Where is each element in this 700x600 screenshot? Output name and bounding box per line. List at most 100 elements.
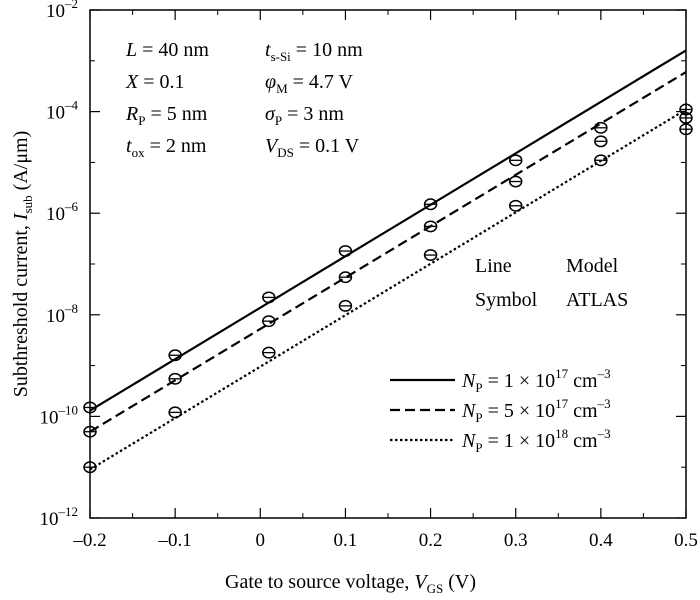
atlas-marker <box>262 315 276 328</box>
atlas-marker <box>508 175 523 188</box>
legend-subscript: P <box>475 410 482 425</box>
y-tick-exponent: –12 <box>58 504 79 519</box>
parameter-symbol: V <box>265 135 280 157</box>
y-tick-exponent: –8 <box>64 301 78 316</box>
x-tick-label: 0.2 <box>419 530 443 551</box>
atlas-marker <box>262 291 276 304</box>
parameter-text: VDS = 0.1 V <box>265 135 360 160</box>
parameter-symbol: σ <box>265 103 276 125</box>
legend-symbol: N <box>461 400 477 422</box>
atlas-marker <box>594 121 608 134</box>
atlas-marker <box>423 198 438 211</box>
y-tick-label: 10–4 <box>46 98 79 124</box>
parameter-symbol: φ <box>265 71 276 93</box>
legend-unit: cm <box>568 400 598 422</box>
y-tick-base: 10 <box>46 1 65 22</box>
parameter-symbol: L <box>125 39 137 61</box>
parameter-subscript: P <box>275 113 282 128</box>
parameter-subscript: P <box>138 113 145 128</box>
series-markers <box>83 103 693 474</box>
atlas-marker <box>594 135 608 148</box>
parameter-value: = 40 nm <box>137 39 209 61</box>
legend-subscript: P <box>475 380 482 395</box>
atlas-marker <box>83 461 97 474</box>
parameter-value: = 5 nm <box>145 103 207 125</box>
legend-symbol: N <box>461 370 477 392</box>
atlas-marker <box>679 111 693 124</box>
parameter-symbol: t <box>126 135 132 157</box>
x-tick-label: –0.2 <box>72 530 106 551</box>
y-tick-base: 10 <box>46 204 65 225</box>
legend-exponent: 18 <box>555 426 568 441</box>
y-tick-base: 10 <box>46 103 65 124</box>
parameter-block: L = 40 nm ts-Si = 10 nmX = 0.1 φM = 4.7 VR… <box>125 39 363 160</box>
key-symbol-label: Symbol <box>475 289 538 311</box>
x-tick-label: –0.1 <box>158 530 192 551</box>
key-model-label: Model <box>566 255 619 277</box>
atlas-marker <box>168 372 182 385</box>
legend-unit-exponent: –3 <box>597 396 611 411</box>
parameter-subscript: DS <box>277 145 294 160</box>
legend-symbol: N <box>461 430 477 452</box>
x-axis-label-text: Gate to source voltage, <box>225 571 414 593</box>
parameter-value: = 0.1 <box>138 71 184 93</box>
atlas-marker <box>508 199 523 212</box>
y-tick-label: 10–2 <box>46 0 78 22</box>
x-tick-label: 0.4 <box>589 530 613 551</box>
x-tick-label: 0.1 <box>334 530 358 551</box>
x-tick-label: 0.5 <box>674 530 698 551</box>
y-tick-label: 10–6 <box>46 199 79 225</box>
model-line-dashed <box>89 71 687 433</box>
atlas-marker <box>679 103 693 116</box>
atlas-marker <box>338 271 353 284</box>
legend-unit-exponent: –3 <box>597 366 611 381</box>
legend-unit: cm <box>568 370 598 392</box>
y-tick-base: 10 <box>46 306 65 327</box>
y-tick-exponent: –6 <box>64 199 79 214</box>
atlas-marker <box>338 245 353 257</box>
legend-entry: NP = 1 × 1018 cm–3 <box>461 426 611 455</box>
legend-entry: NP = 1 × 1017 cm–3 <box>461 366 611 395</box>
model-line-dotted <box>89 108 687 471</box>
legend-unit: cm <box>568 430 598 452</box>
legend-exponent: 17 <box>555 366 569 381</box>
y-axis-label-sym: I <box>10 212 32 221</box>
atlas-marker <box>338 299 353 312</box>
parameter-symbol: R <box>125 103 138 125</box>
atlas-marker <box>679 123 693 136</box>
atlas-marker <box>83 401 97 414</box>
key-line-label: Line <box>475 255 512 277</box>
parameter-symbol: X <box>125 71 139 93</box>
parameter-value: = 0.1 V <box>294 135 360 157</box>
x-axis-label-sym: V <box>414 571 429 593</box>
x-tick-label: 0 <box>256 530 266 551</box>
legend-mid: = 5 × 10 <box>483 400 556 422</box>
legend: NP = 1 × 1017 cm–3NP = 5 × 1017 cm–3NP =… <box>390 366 611 455</box>
legend-mid: = 1 × 10 <box>483 430 556 452</box>
parameter-value: = 4.7 V <box>288 71 354 93</box>
parameter-subscript: s-Si <box>271 49 292 64</box>
parameter-text: φM = 4.7 V <box>265 71 354 96</box>
x-axis-label: Gate to source voltage, VGS (V) <box>225 571 476 596</box>
atlas-marker <box>508 154 523 167</box>
parameter-text: RP = 5 nm <box>125 103 208 128</box>
parameter-subscript: ox <box>132 145 146 160</box>
parameter-text: σP = 3 nm <box>265 103 344 128</box>
atlas-marker <box>168 406 182 419</box>
parameter-text: ts-Si = 10 nm <box>265 39 363 64</box>
atlas-marker <box>594 154 608 167</box>
atlas-marker <box>83 425 97 438</box>
parameter-text: L = 40 nm <box>125 39 209 61</box>
parameter-value: = 3 nm <box>282 103 344 125</box>
model-line-solid <box>89 49 687 412</box>
parameter-value: = 10 nm <box>291 39 363 61</box>
legend-mid: = 1 × 10 <box>483 370 556 392</box>
atlas-marker <box>168 349 182 362</box>
y-axis-label-unit: (A/μm) <box>10 131 32 196</box>
x-axis-label-sub: GS <box>427 581 444 596</box>
atlas-marker <box>423 249 438 262</box>
y-axis-label-text: Subthreshold current, <box>10 220 32 397</box>
legend-subscript: P <box>475 440 482 455</box>
